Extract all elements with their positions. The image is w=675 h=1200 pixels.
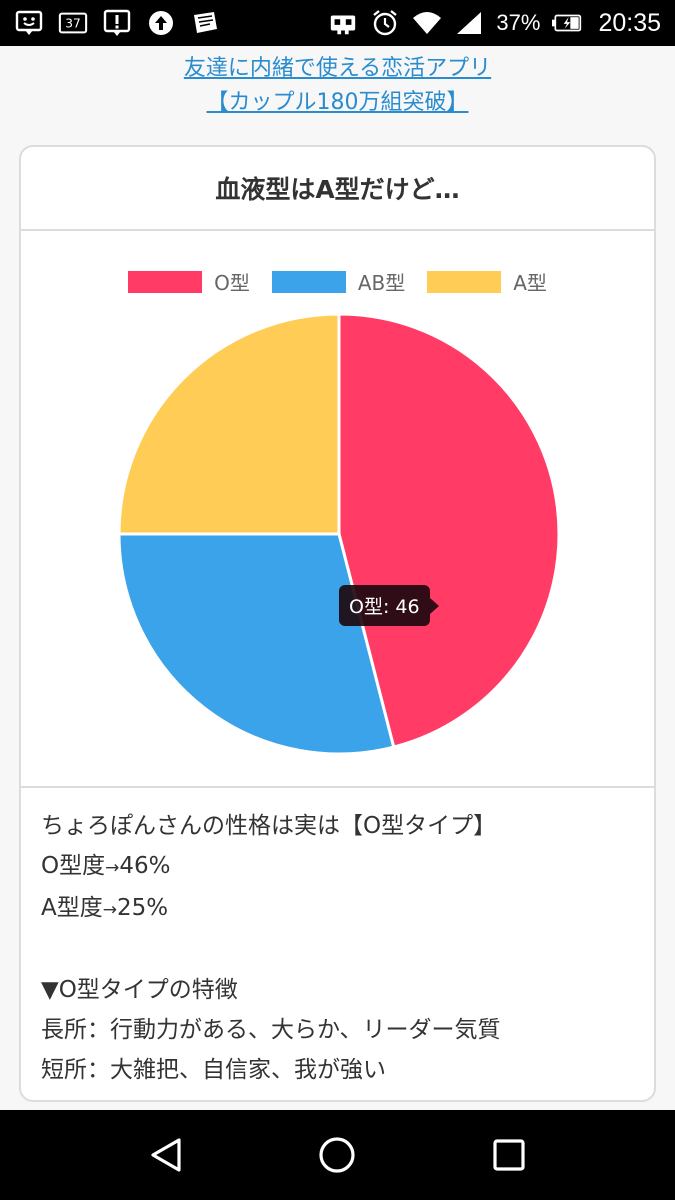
legend-swatch: [128, 270, 203, 293]
pie-slice[interactable]: [337, 312, 561, 749]
legend-label: AB型: [357, 271, 406, 295]
signal-icon: [454, 9, 484, 37]
battery-percent: 37%: [496, 10, 541, 35]
clock: 20:35: [598, 8, 661, 37]
arrow: →: [105, 858, 120, 878]
legend-label: A型: [513, 271, 547, 295]
legend-label: O型: [214, 271, 250, 295]
spacer: [41, 930, 634, 970]
home-icon[interactable]: [307, 1125, 367, 1185]
strengths: 長所：行動力がある、大らか、リーダー気質: [41, 1017, 501, 1043]
pie-slice[interactable]: [117, 312, 341, 536]
arrow: →: [102, 900, 117, 920]
upload-icon: [146, 9, 176, 37]
a-type-value: 25%: [116, 895, 169, 921]
notification-count: 37: [65, 17, 81, 31]
chart-legend: O型 AB型 A型: [21, 267, 654, 296]
promo-links: 友達に内緒で使える恋活アプリ 【カップル180万組突破】: [0, 52, 675, 120]
pie-chart-svg: [117, 312, 561, 756]
battery-icon: [552, 9, 582, 37]
mail-count-icon: 37: [58, 9, 88, 37]
recents-icon[interactable]: [479, 1125, 539, 1185]
face-icon: [14, 9, 44, 37]
result-text: ちょろぽんさんの性格は実は【O型タイプ】 O型度→46% A型度→25% ▼O型…: [21, 788, 654, 1090]
legend-item[interactable]: AB型: [271, 267, 406, 296]
weaknesses: 短所：大雑把、自信家、我が強い: [41, 1057, 386, 1083]
legend-item[interactable]: A型: [427, 267, 547, 296]
alert-icon: [102, 9, 132, 37]
wifi-icon: [412, 9, 442, 37]
o-type-degree: O型度→46%: [41, 846, 634, 888]
app-icon: [190, 9, 220, 37]
result-headline: ちょろぽんさんの性格は実は【O型タイプ】: [41, 813, 497, 839]
chart-tooltip: O型: 46: [339, 585, 439, 626]
result-card: 血液型はA型だけど… O型 AB型 A型 O型: 46 ちょろぽんさんの性格は実は【…: [19, 145, 656, 1102]
legend-swatch: [271, 270, 346, 293]
o-type-label: O型度: [41, 853, 106, 879]
back-icon[interactable]: [136, 1125, 196, 1185]
pie-slice[interactable]: [117, 532, 396, 756]
pie-chart: O型 AB型 A型 O型: 46: [21, 231, 654, 788]
navigation-bar: [0, 1110, 675, 1200]
legend-swatch: [427, 270, 502, 293]
o-type-value: 46%: [119, 853, 171, 879]
card-title: 血液型はA型だけど…: [21, 147, 654, 231]
status-bar: 37: [0, 0, 675, 46]
a-type-degree: A型度→25%: [41, 888, 634, 930]
robot-icon: [328, 9, 358, 37]
traits-heading: ▼O型タイプの特徴: [41, 977, 238, 1003]
a-type-label: A型度: [41, 895, 103, 921]
promo-link-couples[interactable]: 【カップル180万組突破】: [206, 90, 469, 115]
promo-link-app[interactable]: 友達に内緒で使える恋活アプリ: [183, 56, 492, 81]
alarm-icon: [370, 9, 400, 37]
legend-item[interactable]: O型: [128, 267, 250, 296]
